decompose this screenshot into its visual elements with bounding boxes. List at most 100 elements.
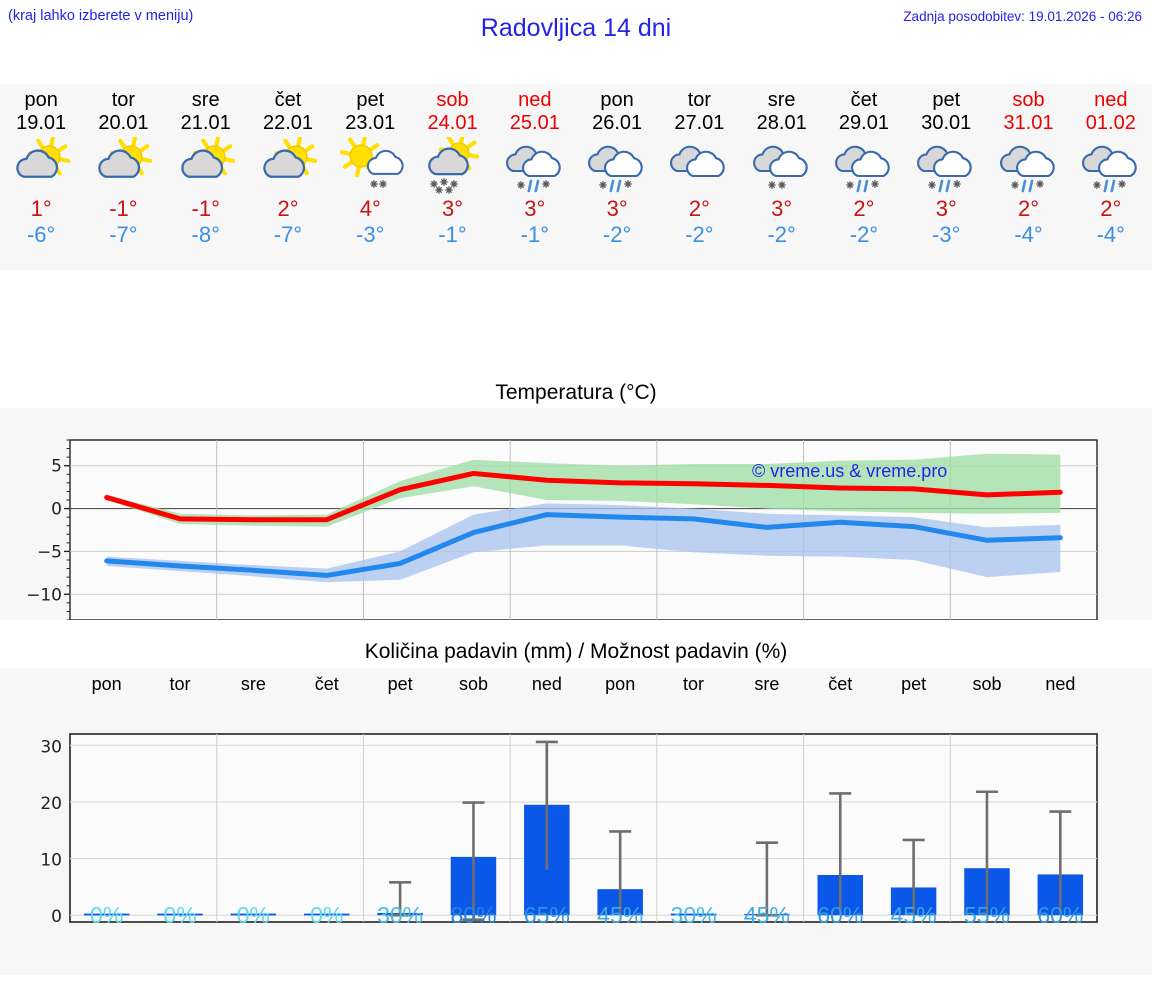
cloud-rain-snow-icon <box>1075 137 1147 195</box>
day-max-temp: 3° <box>524 196 546 221</box>
temperature-chart-title: Temperatura (°C) <box>0 378 1152 408</box>
day-column-12[interactable]: sob 31.01 2° -4° <box>987 84 1069 270</box>
partly-cloudy-icon <box>87 135 159 195</box>
day-date: 22.01 <box>262 112 314 134</box>
day-column-2[interactable]: sre 21.01 -1° -8° <box>165 84 247 270</box>
location-menu-note[interactable]: (kraj lahko izberete v meniju) <box>8 8 194 24</box>
partly-cloudy-icon <box>170 135 242 195</box>
day-name: čet <box>850 89 878 111</box>
day-column-9[interactable]: sre 28.01 3° -2° <box>741 84 823 270</box>
precip-day-label-6: ned <box>531 674 562 694</box>
day-date: 21.01 <box>180 112 231 134</box>
precipitation-day-labels: pon tor sre čet pet sob ned pon tor sre čet pet sob n… <box>70 674 1097 698</box>
day-column-7[interactable]: pon 26.01 3° -2° <box>576 84 658 270</box>
day-column-11[interactable]: pet 30.01 3° -3° <box>905 84 987 270</box>
overcast-icon <box>663 137 735 195</box>
precip-day-label-1: tor <box>169 674 191 694</box>
precipitation-chart-title: Količina padavin (mm) / Možnost padavin … <box>0 636 1152 668</box>
precip-probability-11: 45% <box>890 902 937 928</box>
precip-day-label-7: pon <box>605 674 636 694</box>
precip-day-label-0: pon <box>91 674 122 694</box>
precip-probability-6: 65% <box>523 902 570 928</box>
cloud-rain-snow-icon <box>499 137 571 195</box>
day-max-temp: 3° <box>606 196 628 221</box>
day-date: 26.01 <box>592 112 643 134</box>
cloud-rain-snow-icon <box>910 137 982 195</box>
day-min-temp: -8° <box>191 222 220 247</box>
day-min-temp: -2° <box>685 222 714 247</box>
precipitation-chart-svg: 0 10 20 30 <box>40 733 1098 927</box>
day-min-temp: -7° <box>109 222 138 247</box>
precip-probability-7: 45% <box>597 902 644 928</box>
precip-probability-9: 45% <box>743 902 790 928</box>
day-min-temp: -4° <box>1014 222 1043 247</box>
sun-cloud-snow-icon <box>334 134 406 195</box>
day-column-0[interactable]: pon 19.01 1° -6° <box>0 84 82 270</box>
day-date: 20.01 <box>98 112 149 134</box>
day-name: sob <box>1012 89 1045 111</box>
day-min-temp: -6° <box>26 222 56 247</box>
precip-probability-1: 0% <box>163 902 197 928</box>
cloud-rain-snow-icon <box>993 137 1065 195</box>
day-column-13[interactable]: ned 01.02 2° -4° <box>1070 84 1152 270</box>
day-max-temp: -1° <box>191 196 220 221</box>
day-name: sre <box>191 89 220 111</box>
day-column-6[interactable]: ned 25.01 3° -1° <box>494 84 576 270</box>
cloud-snow-icon <box>746 137 818 195</box>
day-max-temp: 3° <box>935 196 957 221</box>
day-name: sre <box>767 89 796 111</box>
day-column-10[interactable]: čet 29.01 2° -2° <box>823 84 905 270</box>
day-column-5[interactable]: sob 24.01 3° -1° <box>411 84 493 270</box>
day-name: pon <box>24 89 58 111</box>
partly-cloudy-icon <box>252 135 324 195</box>
precip-probability-8: 30% <box>670 902 717 928</box>
temperature-chart-panel: Temperatura (°C) 5 0 −5 −10 <box>0 378 1152 620</box>
precip-probability-10: 60% <box>817 902 864 928</box>
precip-probability-13: 60% <box>1037 902 1084 928</box>
day-column-8[interactable]: tor 27.01 2° -2° <box>658 84 740 270</box>
day-date: 23.01 <box>345 112 396 134</box>
day-column-1[interactable]: tor 20.01 -1° -7° <box>82 84 164 270</box>
day-date: 30.01 <box>921 112 972 134</box>
precip-day-label-5: sob <box>458 674 488 694</box>
precip-day-label-13: ned <box>1045 674 1076 694</box>
watermark-text: © vreme.us & vreme.pro <box>752 461 948 481</box>
svg-text:−10: −10 <box>26 585 62 605</box>
page-title: Radovljica 14 dni <box>480 14 672 42</box>
day-max-temp: 4° <box>359 196 381 221</box>
svg-text:−5: −5 <box>37 542 62 562</box>
day-max-temp: -1° <box>109 196 138 221</box>
day-column-4[interactable]: pet 23.01 4° -3° <box>329 84 411 270</box>
day-max-temp: 3° <box>442 196 464 221</box>
day-max-temp: 2° <box>853 196 875 221</box>
day-name: ned <box>1094 89 1128 111</box>
day-min-temp: -2° <box>849 222 879 247</box>
precip-probability-3: 0% <box>310 902 344 928</box>
precip-probability-4: 30% <box>377 902 424 928</box>
precip-probability-0: 0% <box>90 902 124 928</box>
day-column-3[interactable]: čet 22.01 2° -7° <box>247 84 329 270</box>
day-max-temp: 2° <box>1100 196 1122 221</box>
precip-day-label-3: čet <box>314 674 339 694</box>
precip-probability-5: 80% <box>450 902 497 928</box>
day-date: 24.01 <box>427 112 478 134</box>
day-max-temp: 2° <box>277 196 299 221</box>
daily-forecast-strip: pon 19.01 1° -6° tor 20.01 -1° -7° sre 21.01 -1… <box>0 84 1152 270</box>
day-name: pet <box>932 89 961 111</box>
precip-day-label-11: pet <box>901 674 927 694</box>
day-name: čet <box>274 89 302 111</box>
day-date: 25.01 <box>509 112 560 134</box>
temperature-chart-area: 5 0 −5 −10 <box>0 408 1152 620</box>
precip-day-label-9: sre <box>754 674 780 694</box>
day-date: 28.01 <box>756 112 807 134</box>
precipitation-chart-panel: Količina padavin (mm) / Možnost padavin … <box>0 636 1152 975</box>
svg-text:5: 5 <box>51 457 62 477</box>
day-date: 29.01 <box>838 112 889 134</box>
precip-day-label-12: sob <box>972 674 1002 694</box>
day-min-temp: -1° <box>520 222 549 247</box>
day-name: tor <box>111 89 136 111</box>
day-min-temp: -7° <box>273 222 303 247</box>
day-min-temp: -3° <box>932 222 961 247</box>
temperature-chart-svg: 5 0 −5 −10 <box>26 439 1098 620</box>
day-min-temp: -1° <box>438 222 467 247</box>
